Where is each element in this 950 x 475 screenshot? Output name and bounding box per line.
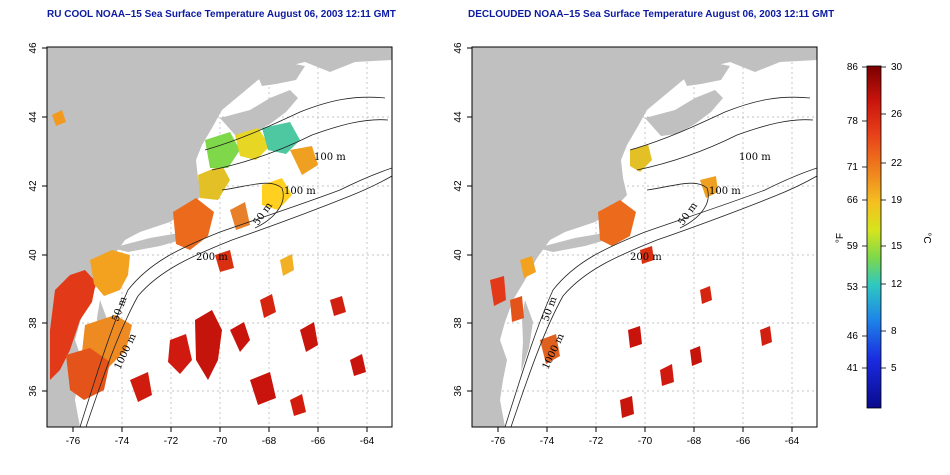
right-x-axis-labels: -76 -74 -72 -70 -68 -66 -64 xyxy=(491,436,800,447)
x-tick-label: -76 xyxy=(66,436,81,447)
right-map-title: DECLOUDED NOAA–15 Sea Surface Temperatur… xyxy=(468,9,835,20)
celsius-axis-label: °C xyxy=(921,232,932,243)
left-land-mass xyxy=(47,47,392,427)
celsius-tick-label: 19 xyxy=(891,195,903,206)
y-tick-label: 36 xyxy=(453,385,464,397)
y-tick-label: 38 xyxy=(453,317,464,329)
x-tick-label: -68 xyxy=(262,436,277,447)
isobath-label: 100 m xyxy=(709,186,741,197)
colorbar-ticks xyxy=(862,66,886,369)
fahrenheit-tick-label: 66 xyxy=(847,195,859,206)
x-tick-label: -74 xyxy=(115,436,130,447)
fahrenheit-axis-label: °F xyxy=(835,233,846,243)
right-map-panel: 100 m 100 m 50 m 200 m 50 m 1000 m -76 -… xyxy=(453,42,818,447)
y-tick-label: 44 xyxy=(28,111,39,123)
y-tick-label: 38 xyxy=(28,317,39,329)
isobath-label: 200 m xyxy=(630,252,662,263)
y-tick-label: 40 xyxy=(28,249,39,261)
x-tick-label: -66 xyxy=(311,436,326,447)
fahrenheit-tick-label: 46 xyxy=(847,331,859,342)
celsius-tick-label: 5 xyxy=(891,363,897,374)
x-tick-label: -66 xyxy=(736,436,751,447)
celsius-tick-labels: 30 26 22 19 15 12 8 5 xyxy=(891,62,903,374)
left-x-axis-labels: -76 -74 -72 -70 -68 -66 -64 xyxy=(66,436,375,447)
y-tick-label: 42 xyxy=(28,180,39,192)
celsius-tick-label: 15 xyxy=(891,241,903,252)
x-tick-label: -68 xyxy=(687,436,702,447)
x-tick-label: -76 xyxy=(491,436,506,447)
isobath-label: 50 m xyxy=(540,295,559,323)
y-tick-label: 44 xyxy=(453,111,464,123)
fahrenheit-tick-label: 86 xyxy=(847,62,859,73)
celsius-tick-label: 26 xyxy=(891,109,903,120)
x-tick-label: -72 xyxy=(164,436,179,447)
isobath-label: 100 m xyxy=(284,186,316,197)
left-map-title: RU COOL NOAA–15 Sea Surface Temperature … xyxy=(47,9,396,20)
fahrenheit-tick-label: 41 xyxy=(847,363,859,374)
y-tick-label: 36 xyxy=(28,385,39,397)
left-map-panel: 100 m 100 m 50 m 200 m 50 m 1000 m -76 -… xyxy=(28,42,393,447)
isobath-label: 100 m xyxy=(314,152,346,163)
right-isobath-contours xyxy=(504,96,817,427)
isobath-label: 100 m xyxy=(739,152,771,163)
left-isobath-contours xyxy=(79,96,392,427)
y-tick-label: 46 xyxy=(28,42,39,54)
right-y-axis-labels: 36 38 40 42 44 46 xyxy=(453,42,464,397)
celsius-tick-label: 12 xyxy=(891,279,903,290)
left-tick-marks xyxy=(42,47,368,432)
celsius-tick-label: 30 xyxy=(891,62,903,73)
isobath-label: 200 m xyxy=(196,252,228,263)
right-sst-patches xyxy=(490,144,772,418)
celsius-tick-label: 8 xyxy=(891,326,897,337)
y-tick-label: 42 xyxy=(453,180,464,192)
fahrenheit-tick-labels: 86 78 71 66 59 53 46 41 xyxy=(847,62,859,374)
x-tick-label: -72 xyxy=(589,436,604,447)
fahrenheit-tick-label: 59 xyxy=(847,241,859,252)
x-tick-label: -64 xyxy=(360,436,375,447)
y-tick-label: 46 xyxy=(453,42,464,54)
fahrenheit-tick-label: 71 xyxy=(847,162,859,173)
right-land-mass xyxy=(472,47,817,427)
x-tick-label: -74 xyxy=(540,436,555,447)
x-tick-label: -64 xyxy=(785,436,800,447)
fahrenheit-tick-label: 53 xyxy=(847,282,859,293)
temperature-colorbar: 86 78 71 66 59 53 46 41 30 26 22 19 15 1… xyxy=(835,62,932,409)
left-y-axis-labels: 36 38 40 42 44 46 xyxy=(28,42,39,397)
right-tick-marks xyxy=(467,47,793,432)
x-tick-label: -70 xyxy=(638,436,653,447)
colorbar-gradient xyxy=(866,65,882,409)
fahrenheit-tick-label: 78 xyxy=(847,116,859,127)
celsius-tick-label: 22 xyxy=(891,158,903,169)
x-tick-label: -70 xyxy=(213,436,228,447)
y-tick-label: 40 xyxy=(453,249,464,261)
